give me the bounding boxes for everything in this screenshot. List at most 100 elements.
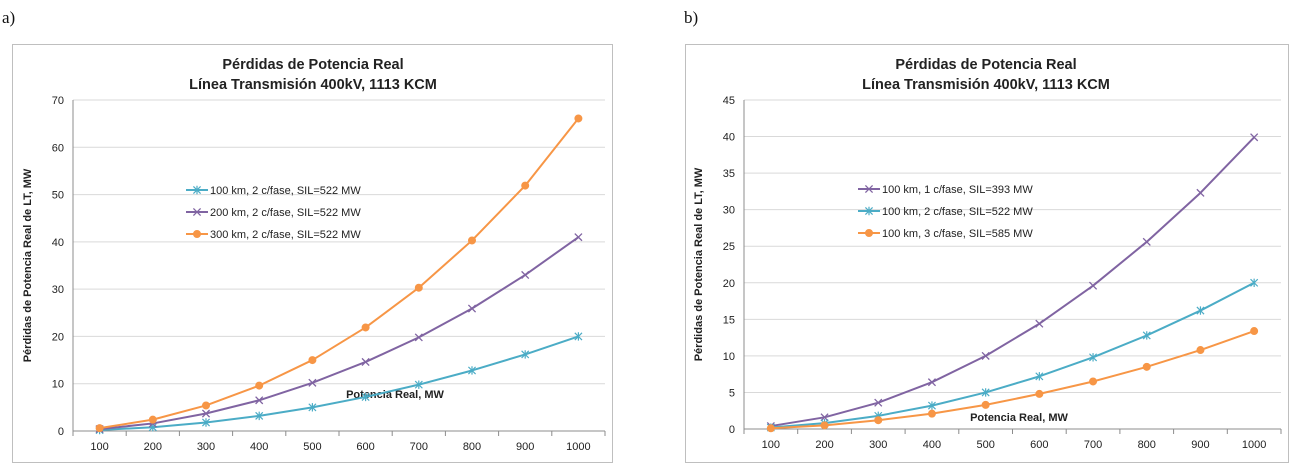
chart-a-data-point (361, 357, 370, 367)
chart-b-x-tick-label: 300 (869, 439, 887, 451)
chart-b-series-1 (766, 133, 1259, 431)
chart-b-data-point (981, 400, 990, 409)
chart-b-y-tick-label: 15 (723, 314, 735, 326)
chart-b-x-tick-label: 500 (976, 439, 994, 451)
chart-a-data-point (574, 332, 583, 341)
chart-a-data-point-shape (361, 323, 370, 332)
chart-b-data-point (1250, 327, 1259, 336)
chart-a-y-tick-label: 70 (52, 95, 64, 107)
chart-b-data-point-shape (1196, 188, 1205, 197)
chart-b-subtitle: Línea Transmisión 400kV, 1113 KCM (862, 77, 1110, 93)
chart-a-legend-label: 200 km, 2 c/fase, SIL=522 MW (210, 207, 361, 219)
chart-a-x-tick-label: 700 (410, 441, 428, 453)
chart-a-legend-marker-shape (192, 185, 202, 195)
chart-a-data-point-shape (201, 401, 210, 410)
chart-b-data-point (927, 401, 936, 410)
chart-a-legend-marker-shape (192, 229, 201, 238)
chart-a-data-point (148, 415, 157, 424)
chart-a-frame: Pérdidas de Potencia Real Línea Transmisi… (12, 44, 613, 463)
chart-b-data-point-shape (820, 413, 829, 422)
chart-a-data-point (414, 380, 423, 389)
chart-a-data-point (467, 366, 477, 375)
chart-a-legend-label: 300 km, 2 c/fase, SIL=522 MW (210, 229, 361, 241)
chart-a-data-point-shape (201, 409, 211, 418)
chart-b-y-tick-label: 45 (723, 95, 735, 107)
chart-a-data-point-shape (521, 270, 530, 280)
chart-b-legend-label: 100 km, 2 c/fase, SIL=522 MW (882, 206, 1033, 218)
chart-a-data-point-shape (255, 396, 264, 405)
chart-b-y-tick-label: 5 (729, 387, 735, 399)
chart-b-series-line (770, 136, 1255, 428)
chart-a-data-point-shape (574, 114, 583, 123)
chart-a-data-point-shape (574, 233, 583, 242)
chart-a-y-tick-label: 60 (52, 142, 64, 154)
chart-b-x-tick-label: 900 (1191, 439, 1209, 451)
chart-a-data-point (308, 356, 317, 365)
chart-b-data-point-shape (1089, 377, 1098, 386)
chart-b-data-point-shape (874, 398, 883, 407)
chart-a-x-tick-label: 800 (463, 441, 481, 453)
chart-a-data-point (574, 233, 583, 242)
chart-a-y-axis-label: Pérdidas de Potencia Real de LT, MW (22, 168, 34, 362)
chart-b-data-point (1250, 133, 1259, 142)
chart-b-data-point-shape (1250, 327, 1259, 336)
chart-b-title: Pérdidas de Potencia Real (895, 57, 1076, 73)
chart-b-data-point-shape (1196, 346, 1205, 355)
chart-a-data-point (201, 418, 211, 427)
chart-a-subtitle: Línea Transmisión 400kV, 1113 KCM (189, 77, 437, 93)
chart-a-data-point-shape (95, 424, 104, 433)
chart-a-data-point (308, 403, 317, 412)
chart-a-y-tick-label: 0 (58, 426, 64, 438)
chart-a-data-point (201, 401, 210, 410)
chart-a-data-point-shape (574, 332, 583, 341)
chart-b-legend: 100 km, 1 c/fase, SIL=393 MW 100 km, 2 c/… (858, 184, 1033, 240)
chart-a-y-tick-label: 30 (52, 284, 64, 296)
chart-b-data-point-shape (1196, 306, 1205, 315)
chart-a-data-point-shape (308, 403, 317, 412)
chart-a-data-point-shape (521, 181, 530, 190)
chart-a-data-point-shape (361, 392, 370, 402)
chart-b-x-tick-label: 200 (815, 439, 833, 451)
chart-b-series-3 (766, 327, 1259, 433)
chart-a-data-point (361, 392, 370, 402)
chart-b-data-point (927, 409, 936, 418)
chart-b-y-tick-label: 10 (723, 351, 735, 363)
chart-b-data-point-shape (927, 378, 937, 387)
chart-a-data-point-shape (521, 350, 530, 359)
chart-a-data-point (521, 350, 530, 359)
chart-a-data-point-shape (361, 357, 370, 367)
chart-a-x-tick-label: 500 (303, 441, 321, 453)
chart-a-x-tick-label: 900 (516, 441, 534, 453)
chart-b-data-point (1035, 389, 1044, 398)
chart-a-series-line (99, 117, 580, 430)
chart-b-legend-label: 100 km, 3 c/fase, SIL=585 MW (882, 228, 1033, 240)
chart-b-y-tick-label: 30 (723, 205, 735, 217)
chart-a-x-axis-label: Potencia Real, MW (346, 389, 444, 401)
chart-a-title: Pérdidas de Potencia Real (222, 57, 403, 73)
chart-b-legend-marker-shape (864, 228, 873, 237)
chart-b-legend-marker-shape (864, 184, 874, 194)
chart-a-data-point-shape (414, 283, 423, 292)
chart-b-legend-marker-shape (864, 206, 874, 216)
chart-a-y-tick-label: 40 (52, 237, 64, 249)
chart-b-data-point (766, 424, 775, 433)
chart-b-x-axis-label: Potencia Real, MW (970, 412, 1068, 424)
chart-b-data-point (1196, 188, 1205, 197)
chart-b-data-point-shape (1142, 237, 1151, 246)
chart-a-data-point (414, 333, 423, 342)
chart-b-data-point (874, 416, 883, 425)
chart-b-x-tick-label: 1000 (1242, 439, 1266, 451)
chart-a-data-point (521, 270, 530, 280)
chart-b-series-line (770, 281, 1255, 429)
chart-a-x-tick-label: 400 (250, 441, 268, 453)
chart-a: Pérdidas de Potencia Real Línea Transmisi… (22, 57, 606, 453)
chart-b-data-point-shape (766, 424, 775, 433)
chart-a-data-point-shape (255, 411, 264, 421)
chart-b-x-tick-label: 700 (1084, 439, 1102, 451)
chart-b-data-point-shape (1035, 319, 1044, 328)
chart-a-y-tick-label: 50 (52, 190, 64, 202)
chart-b-data-point (1088, 281, 1098, 290)
chart-a-legend-label: 100 km, 2 c/fase, SIL=522 MW (210, 185, 361, 197)
chart-a-data-point (201, 409, 211, 418)
chart-a-data-point-shape (467, 236, 476, 245)
